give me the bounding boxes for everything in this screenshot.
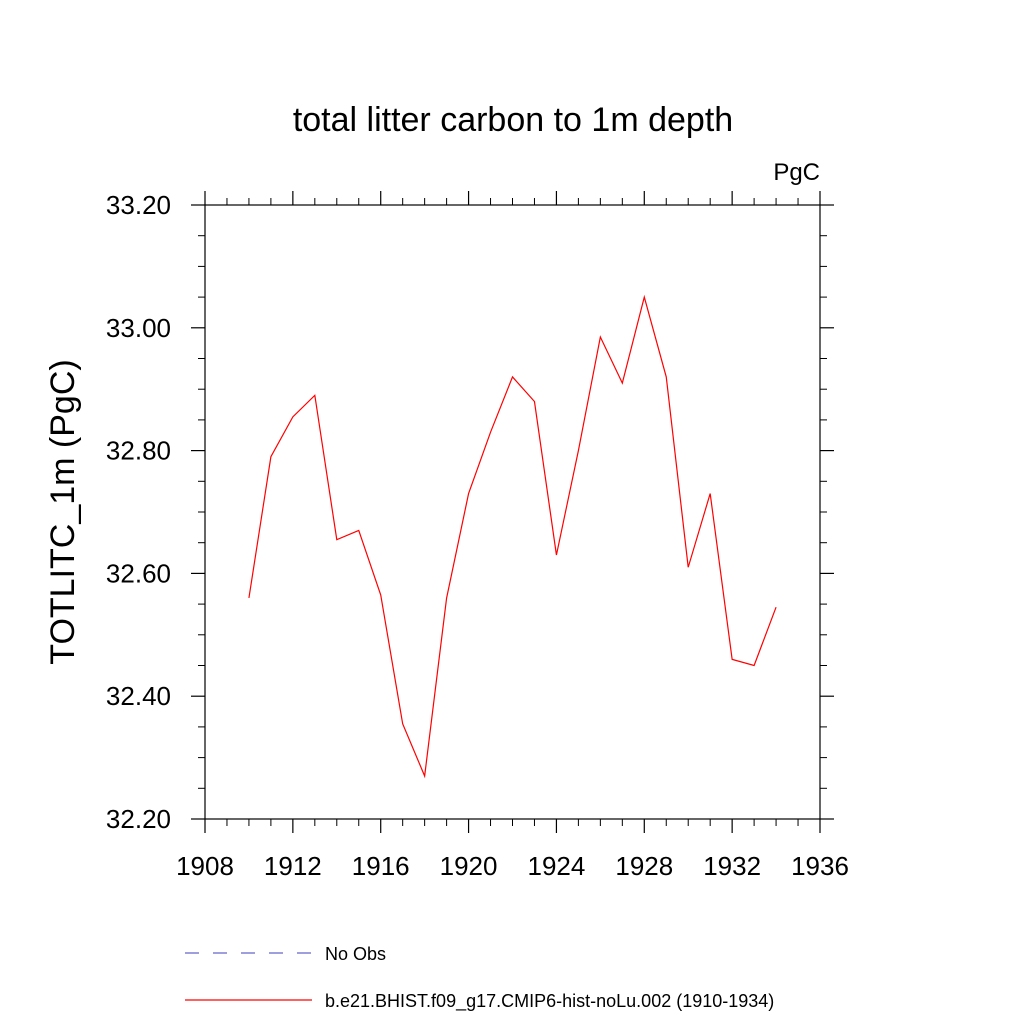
series-line [248, 294, 777, 779]
x-tick-label: 1916 [352, 851, 410, 881]
x-tick-label: 1924 [528, 851, 586, 881]
axes: 1908 1912 1916 1920 1924 1928 1932 1936 32.20 32.… [106, 190, 849, 881]
legend: No Obs b.e21.BHIST.f09_g17.CMIP6-hist-noL… [185, 944, 774, 1012]
legend-label: No Obs [325, 944, 386, 964]
x-tick-label: 1908 [176, 851, 234, 881]
y-tick-label: 32.40 [106, 681, 171, 711]
x-tick-label: 1912 [264, 851, 322, 881]
y-tick-label: 32.80 [106, 436, 171, 466]
x-tick-label: 1936 [791, 851, 849, 881]
x-tick-label: 1932 [703, 851, 761, 881]
x-tick-label: 1920 [440, 851, 498, 881]
y-tick-label: 33.20 [106, 190, 171, 220]
y-tick-label: 32.60 [106, 558, 171, 588]
series-lines [248, 294, 777, 779]
plot-frame [204, 204, 821, 820]
legend-label: b.e21.BHIST.f09_g17.CMIP6-hist-noLu.002 … [325, 991, 774, 1012]
y-tick-label: 33.00 [106, 313, 171, 343]
y-axis-label: TOTLITC_1m (PgC) [44, 359, 82, 664]
chart-title: total litter carbon to 1m depth [293, 101, 733, 139]
y-tick-label: 32.20 [106, 804, 171, 834]
x-tick-label: 1928 [615, 851, 673, 881]
units-label: PgC [773, 159, 820, 186]
